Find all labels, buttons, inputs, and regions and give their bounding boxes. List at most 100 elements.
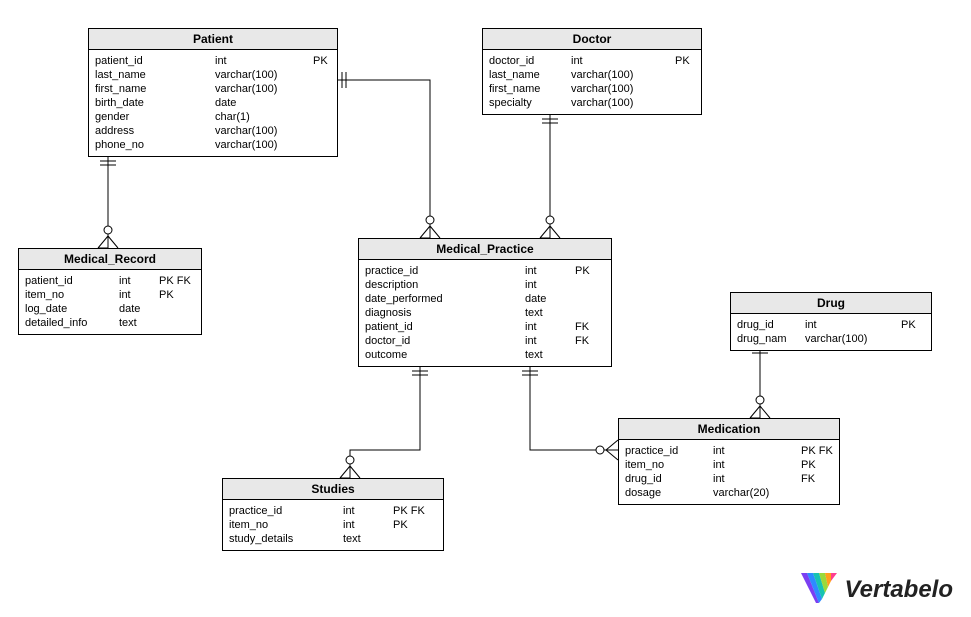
entity-title: Medication (619, 419, 839, 440)
attribute-row: genderchar(1) (95, 110, 331, 124)
attr-name: patient_id (25, 274, 119, 288)
attr-type: text (119, 316, 159, 330)
attribute-row: patient_idintFK (365, 320, 605, 334)
attr-type: varchar(100) (805, 332, 901, 346)
entity-title: Patient (89, 29, 337, 50)
attr-key: PK (159, 288, 199, 302)
attr-key (675, 82, 699, 96)
attr-name: drug_id (625, 472, 713, 486)
attr-name: drug_id (737, 318, 805, 332)
attr-name: date_performed (365, 292, 525, 306)
attribute-row: first_namevarchar(100) (489, 82, 695, 96)
attr-key: PK (393, 518, 441, 532)
attribute-row: item_nointPK (229, 518, 437, 532)
attr-type: int (525, 320, 575, 334)
attr-name: gender (95, 110, 215, 124)
attr-name: patient_id (365, 320, 525, 334)
attr-key (801, 486, 841, 500)
attr-key (393, 532, 441, 546)
attribute-row: descriptionint (365, 278, 605, 292)
entity-title: Medical_Practice (359, 239, 611, 260)
attr-name: practice_id (229, 504, 343, 518)
attr-name: first_name (489, 82, 571, 96)
attr-key: PK FK (159, 274, 199, 288)
attr-type: text (343, 532, 393, 546)
entity-title: Medical_Record (19, 249, 201, 270)
attr-key (313, 124, 337, 138)
attr-type: int (571, 54, 675, 68)
attr-key: FK (801, 472, 841, 486)
attribute-row: diagnosistext (365, 306, 605, 320)
entity-patient: Patientpatient_idintPKlast_namevarchar(1… (88, 28, 338, 157)
attr-type: int (805, 318, 901, 332)
attr-type: int (343, 504, 393, 518)
attr-name: practice_id (365, 264, 525, 278)
attribute-row: patient_idintPK (95, 54, 331, 68)
entity-title: Studies (223, 479, 443, 500)
attribute-row: specialtyvarchar(100) (489, 96, 695, 110)
attribute-row: phone_novarchar(100) (95, 138, 331, 152)
attribute-row: addressvarchar(100) (95, 124, 331, 138)
attr-type: int (119, 288, 159, 302)
attr-type: int (713, 472, 801, 486)
attr-key: FK (575, 320, 603, 334)
attr-name: item_no (625, 458, 713, 472)
attr-name: birth_date (95, 96, 215, 110)
attr-key (313, 138, 337, 152)
attr-name: log_date (25, 302, 119, 316)
entity-body: doctor_idintPKlast_namevarchar(100)first… (483, 50, 701, 114)
attr-name: study_details (229, 532, 343, 546)
attribute-row: patient_idintPK FK (25, 274, 195, 288)
attr-name: address (95, 124, 215, 138)
entity-body: patient_idintPKlast_namevarchar(100)firs… (89, 50, 337, 156)
entity-medication: Medication practice_idintPK FKitem_nointP… (618, 418, 840, 505)
vertabelo-logo-text: Vertabelo (845, 576, 953, 604)
attribute-row: drug_idintPK (737, 318, 925, 332)
attr-key: PK (313, 54, 337, 68)
entity-body: drug_idintPKdrug_namvarchar(100) (731, 314, 931, 350)
entity-drug: Drugdrug_idintPKdrug_namvarchar(100) (730, 292, 932, 351)
attr-key: PK (901, 318, 925, 332)
attr-key: PK (801, 458, 841, 472)
attr-type: varchar(100) (571, 82, 675, 96)
attr-key (313, 68, 337, 82)
attr-type: date (525, 292, 575, 306)
attr-key (675, 96, 699, 110)
attr-name: item_no (229, 518, 343, 532)
attr-type: text (525, 348, 575, 362)
attr-name: phone_no (95, 138, 215, 152)
entity-body: practice_idintPK FKitem_nointPKdrug_idin… (619, 440, 839, 504)
attr-name: dosage (625, 486, 713, 500)
attribute-row: practice_idintPK (365, 264, 605, 278)
entity-medical_record: Medical_Record patient_idintPK FKitem_noi… (18, 248, 202, 335)
attr-type: int (713, 458, 801, 472)
entity-studies: Studies practice_idintPK FKitem_nointPKst… (222, 478, 444, 551)
attribute-row: last_namevarchar(100) (489, 68, 695, 82)
attribute-row: item_nointPK (625, 458, 833, 472)
attribute-row: drug_idintFK (625, 472, 833, 486)
attr-name: last_name (489, 68, 571, 82)
entity-doctor: Doctordoctor_idintPKlast_namevarchar(100… (482, 28, 702, 115)
attr-type: int (215, 54, 313, 68)
attribute-row: practice_idintPK FK (625, 444, 833, 458)
attribute-row: last_namevarchar(100) (95, 68, 331, 82)
attr-type: varchar(100) (215, 82, 313, 96)
attr-name: patient_id (95, 54, 215, 68)
attr-key (159, 316, 199, 330)
attr-type: varchar(20) (713, 486, 801, 500)
attr-name: specialty (489, 96, 571, 110)
entity-body: patient_idintPK FKitem_nointPKlog_dateda… (19, 270, 201, 334)
attr-key (575, 292, 603, 306)
attr-name: doctor_id (489, 54, 571, 68)
attr-key: PK FK (801, 444, 841, 458)
attr-key: FK (575, 334, 603, 348)
attr-key: PK FK (393, 504, 441, 518)
attr-type: int (119, 274, 159, 288)
entity-title: Drug (731, 293, 931, 314)
attr-type: int (525, 264, 575, 278)
attr-type: varchar(100) (571, 68, 675, 82)
attribute-row: first_namevarchar(100) (95, 82, 331, 96)
attribute-row: item_nointPK (25, 288, 195, 302)
attr-key (901, 332, 925, 346)
attr-type: varchar(100) (215, 68, 313, 82)
